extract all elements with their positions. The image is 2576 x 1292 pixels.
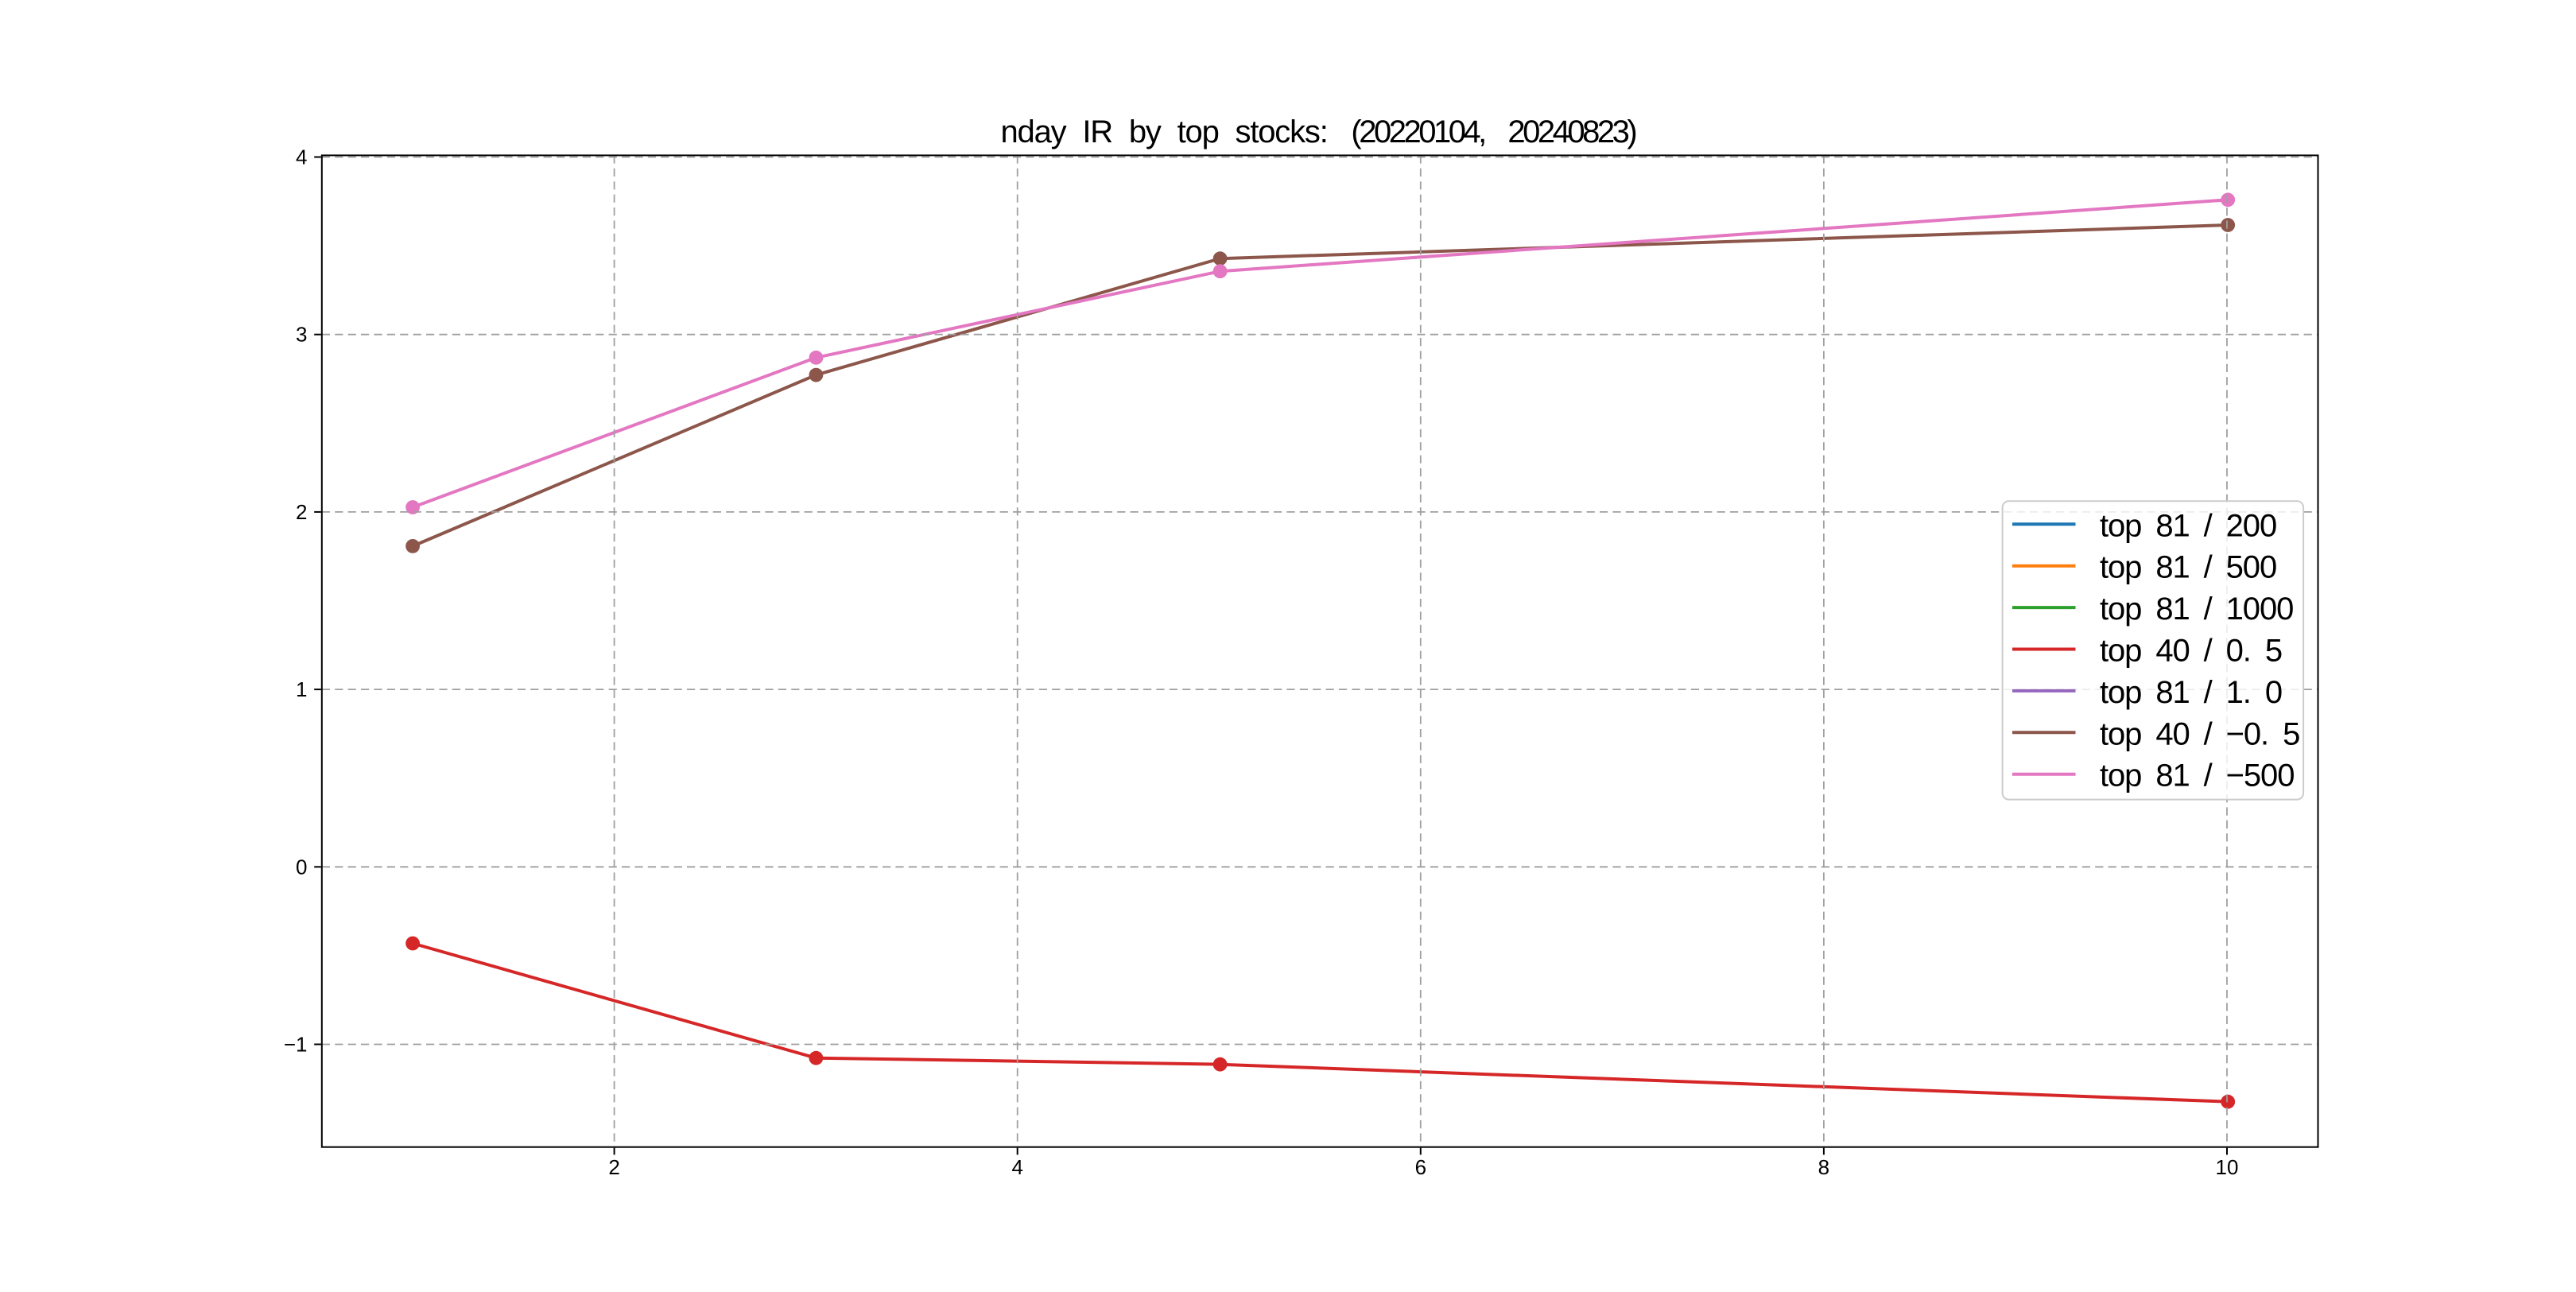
- svg-text:1: 1: [296, 677, 307, 701]
- svg-text:top 81 / 200: top 81 / 200: [2100, 508, 2276, 543]
- svg-text:4: 4: [296, 145, 307, 169]
- svg-text:top 81 / 1. 0: top 81 / 1. 0: [2100, 675, 2282, 710]
- svg-text:3: 3: [296, 323, 307, 347]
- svg-text:20240823): 20240823): [1507, 114, 1635, 149]
- svg-text:top 40 / 0. 5: top 40 / 0. 5: [2100, 634, 2282, 669]
- svg-text:4: 4: [1011, 1155, 1022, 1179]
- svg-text:8: 8: [1818, 1155, 1829, 1179]
- svg-text:top 40 / −0. 5: top 40 / −0. 5: [2100, 716, 2299, 751]
- svg-text:6: 6: [1415, 1155, 1426, 1179]
- svg-text:10: 10: [2216, 1155, 2239, 1179]
- svg-text:2: 2: [608, 1155, 619, 1179]
- svg-text:nday IR by top stocks:: nday IR by top stocks:: [1001, 114, 1328, 149]
- svg-text:top 81 / −500: top 81 / −500: [2100, 759, 2294, 793]
- svg-text:(20220104,: (20220104,: [1351, 114, 1484, 149]
- svg-text:0: 0: [296, 855, 307, 879]
- svg-text:2: 2: [296, 500, 307, 524]
- svg-text:top 81 / 500: top 81 / 500: [2100, 550, 2276, 585]
- svg-text:−1: −1: [284, 1033, 308, 1057]
- svg-text:top 81 / 1000: top 81 / 1000: [2100, 592, 2293, 627]
